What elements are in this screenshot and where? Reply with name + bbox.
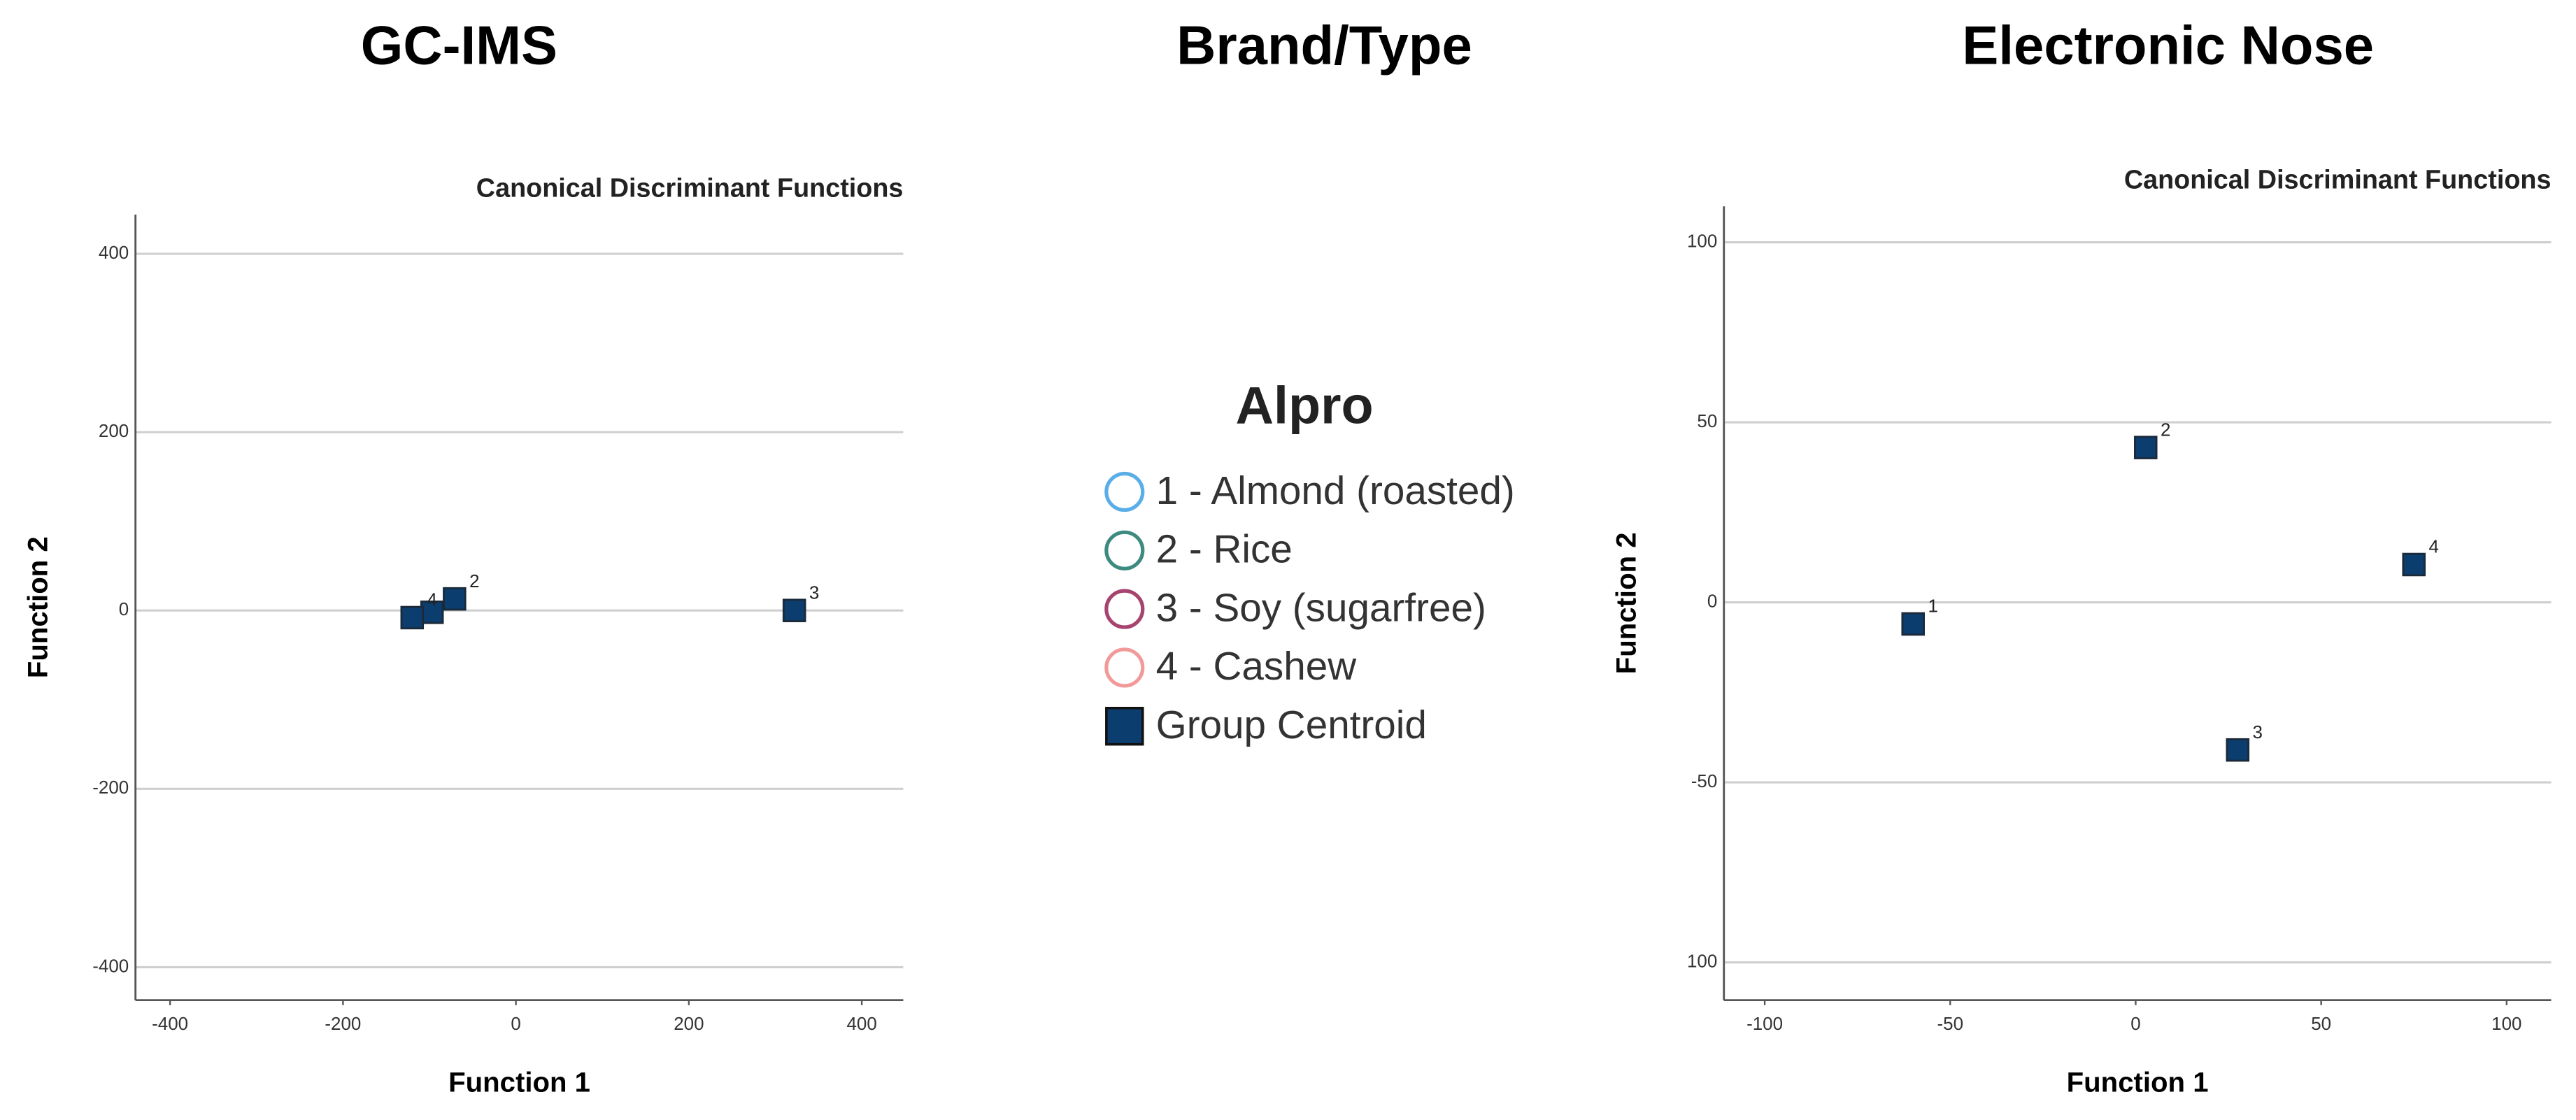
legend-label: 4 - Cashew — [1156, 645, 1358, 689]
x-tick-label: 200 — [674, 1013, 704, 1034]
legend-marker — [1104, 589, 1145, 629]
point-label: 4 — [427, 589, 437, 610]
centroid-marker — [2134, 436, 2158, 459]
legend-label: 1 - Almond (roasted) — [1156, 469, 1515, 513]
centroid-marker — [443, 587, 467, 611]
point-label: 3 — [2253, 721, 2263, 742]
centroid-marker — [2226, 738, 2250, 762]
x-tick-label: 0 — [511, 1013, 520, 1034]
legend-title: Alpro — [1236, 376, 1374, 435]
legend-label: 3 - Soy (sugarfree) — [1156, 586, 1486, 630]
y-tick-label: 50 — [1697, 410, 1717, 431]
legend-marker — [1104, 647, 1145, 688]
y-tick-label: 200 — [99, 420, 129, 441]
point-label: 4 — [2428, 536, 2438, 557]
heading: Brand/Type — [1176, 14, 1472, 76]
legend-label: Group Centroid — [1156, 703, 1427, 747]
y-tick-label: 0 — [1707, 590, 1717, 611]
centroid-marker — [420, 601, 444, 624]
chart-subtitle: Canonical Discriminant Functions — [2124, 166, 2552, 195]
y-tick-label: -50 — [1691, 770, 1718, 791]
x-axis-label: Function 1 — [448, 1067, 590, 1098]
legend-marker — [1104, 471, 1145, 512]
x-tick-label: -50 — [1937, 1013, 1964, 1034]
y-axis-label: Function 2 — [22, 536, 53, 678]
centroid-marker — [400, 605, 425, 630]
x-tick-label: -200 — [325, 1013, 361, 1034]
y-tick-label: 100 — [1687, 950, 1717, 971]
x-tick-label: 400 — [846, 1013, 876, 1034]
point-label: 3 — [809, 582, 819, 603]
y-tick-label: 400 — [99, 242, 129, 263]
y-tick-label: 100 — [1687, 230, 1717, 251]
centroid-marker — [1901, 612, 1925, 636]
legend-marker — [1104, 530, 1145, 570]
centroid-marker — [782, 598, 806, 622]
point-label: 2 — [469, 570, 479, 591]
point-label: 2 — [2161, 419, 2170, 440]
point-label: 1 — [1928, 596, 1937, 617]
chart-subtitle: Canonical Discriminant Functions — [476, 173, 904, 203]
heading: Electronic Nose — [1962, 14, 2374, 76]
legend-label: 2 - Rice — [1156, 528, 1293, 572]
legend-marker — [1105, 706, 1144, 746]
y-tick-label: -200 — [92, 777, 129, 798]
x-tick-label: -400 — [152, 1013, 188, 1034]
y-tick-label: -400 — [92, 955, 129, 976]
x-tick-label: -100 — [1746, 1013, 1783, 1034]
y-axis-label: Function 2 — [1610, 532, 1642, 674]
x-axis-label: Function 1 — [2067, 1067, 2209, 1098]
x-tick-label: 0 — [2130, 1013, 2140, 1034]
y-tick-label: 0 — [119, 598, 129, 619]
centroid-marker — [2402, 552, 2426, 577]
x-tick-label: 100 — [2491, 1013, 2521, 1034]
x-tick-label: 50 — [2311, 1013, 2331, 1034]
heading: GC-IMS — [361, 14, 557, 76]
